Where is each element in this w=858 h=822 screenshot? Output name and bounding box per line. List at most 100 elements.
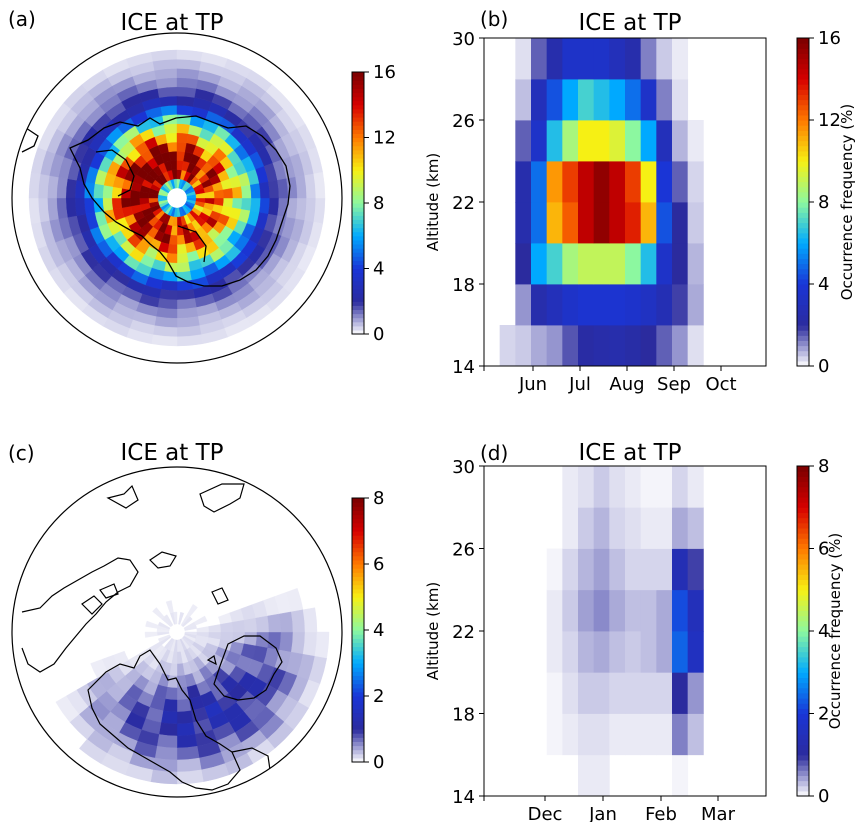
colorbar-swatch: [797, 667, 809, 673]
map-cell: [302, 607, 318, 633]
colorbar-swatch: [797, 718, 809, 725]
map-cell: [168, 150, 178, 162]
map-cell: [79, 738, 108, 764]
colorbar-swatch: [797, 574, 809, 581]
colorbar-swatch: [797, 120, 809, 126]
heatmap-cell: [578, 713, 595, 756]
x-tick-label: Jan: [588, 804, 617, 822]
y-tick-label: 22: [452, 622, 475, 643]
colorbar-tick-label: 8: [373, 193, 384, 214]
colorbar-swatch: [797, 594, 809, 601]
map-cell: [176, 316, 200, 328]
colorbar-swatch: [797, 289, 809, 295]
colorbar-swatch: [352, 141, 364, 147]
heatmap-cell: [640, 507, 657, 549]
colorbar-swatch: [352, 207, 364, 212]
colorbar-swatch: [797, 553, 809, 560]
heatmap-cell: [672, 120, 689, 162]
colorbar-swatch: [352, 162, 364, 167]
colorbar-swatch: [797, 273, 809, 280]
colorbar-swatch: [352, 601, 364, 606]
heatmap-cell: [609, 713, 626, 756]
colorbar-swatch: [797, 109, 809, 116]
colorbar-swatch: [352, 288, 364, 294]
colorbar-tick-label: 16: [373, 62, 396, 83]
colorbar-tick-label: 4: [818, 274, 829, 295]
panel-a: (a) ICE at TP 0 4 8 12 16: [8, 7, 396, 364]
heatmap-cell: [562, 243, 579, 285]
colorbar-swatch: [352, 268, 364, 274]
colorbar-tick-label: 4: [373, 259, 384, 280]
colorbar-swatch: [797, 258, 809, 265]
colorbar-swatch: [352, 638, 364, 643]
heatmap-cell: [609, 507, 626, 549]
colorbar-swatch: [352, 223, 364, 229]
panel-b-x-ticks: Jun Jul Aug Sep Oct: [483, 366, 737, 395]
heatmap-cell: [625, 284, 642, 326]
map-cell: [277, 178, 289, 199]
heatmap-cell: [625, 243, 642, 285]
heatmap-cell: [546, 243, 563, 285]
colorbar-swatch: [797, 202, 809, 208]
map-cell: [176, 252, 189, 264]
colorbar-swatch: [352, 329, 364, 335]
panel-b-y-ticks: 14 18 22 26 30: [452, 29, 484, 378]
colorbar-swatch: [797, 161, 809, 167]
heatmap-cell: [562, 548, 579, 591]
heatmap-cell: [656, 672, 673, 714]
colorbar-swatch: [352, 203, 364, 208]
colorbar-swatch: [352, 297, 364, 302]
heatmap-cell: [578, 120, 595, 162]
heatmap-cell: [625, 202, 642, 244]
colorbar-swatch: [797, 284, 809, 290]
map-cell: [176, 280, 194, 292]
colorbar-swatch: [797, 672, 809, 679]
colorbar-swatch: [352, 630, 364, 635]
map-cell: [196, 626, 210, 633]
panel-a-colorbar: 0 4 8 12 16: [351, 62, 396, 345]
x-tick-label: Jun: [518, 374, 547, 395]
colorbar-swatch: [352, 696, 364, 701]
colorbar-swatch: [797, 739, 809, 746]
colorbar-swatch: [352, 597, 364, 602]
colorbar-swatch: [352, 531, 364, 536]
colorbar-swatch: [352, 733, 364, 738]
heatmap-cell: [562, 120, 579, 162]
colorbar-swatch: [352, 737, 364, 742]
map-cell: [159, 95, 178, 107]
heatmap-cell: [640, 589, 657, 632]
heatmap-cell: [562, 507, 579, 549]
map-cell: [163, 123, 178, 135]
colorbar-swatch: [797, 314, 809, 321]
colorbar-swatch: [352, 276, 364, 282]
heatmap-cell: [687, 631, 704, 673]
colorbar-swatch: [352, 741, 364, 747]
colorbar-swatch: [797, 104, 809, 111]
colorbar-swatch: [797, 533, 809, 539]
heatmap-cell: [672, 325, 689, 367]
colorbar-swatch: [352, 646, 364, 652]
map-cell: [154, 68, 178, 80]
map-cell: [93, 183, 104, 199]
heatmap-cell: [687, 284, 704, 326]
colorbar-swatch: [797, 538, 809, 544]
colorbar-swatch: [797, 135, 809, 142]
colorbar-swatch: [797, 248, 809, 254]
colorbar-swatch: [797, 330, 809, 336]
colorbar-swatch: [352, 243, 364, 249]
heatmap-cell: [656, 161, 673, 203]
map-cell: [231, 186, 243, 199]
map-cell: [243, 617, 258, 633]
heatmap-cell: [609, 120, 626, 162]
colorbar-swatch: [352, 239, 364, 245]
colorbar-swatch: [352, 551, 364, 557]
heatmap-cell: [640, 243, 657, 285]
map-cell: [176, 123, 191, 135]
heatmap-cell: [640, 202, 657, 244]
heatmap-cell: [593, 243, 610, 285]
heatmap-cell: [515, 325, 532, 367]
colorbar-swatch: [797, 765, 809, 771]
colorbar-swatch: [352, 729, 364, 734]
colorbar-swatch: [797, 63, 809, 70]
heatmap-cell: [562, 284, 579, 326]
